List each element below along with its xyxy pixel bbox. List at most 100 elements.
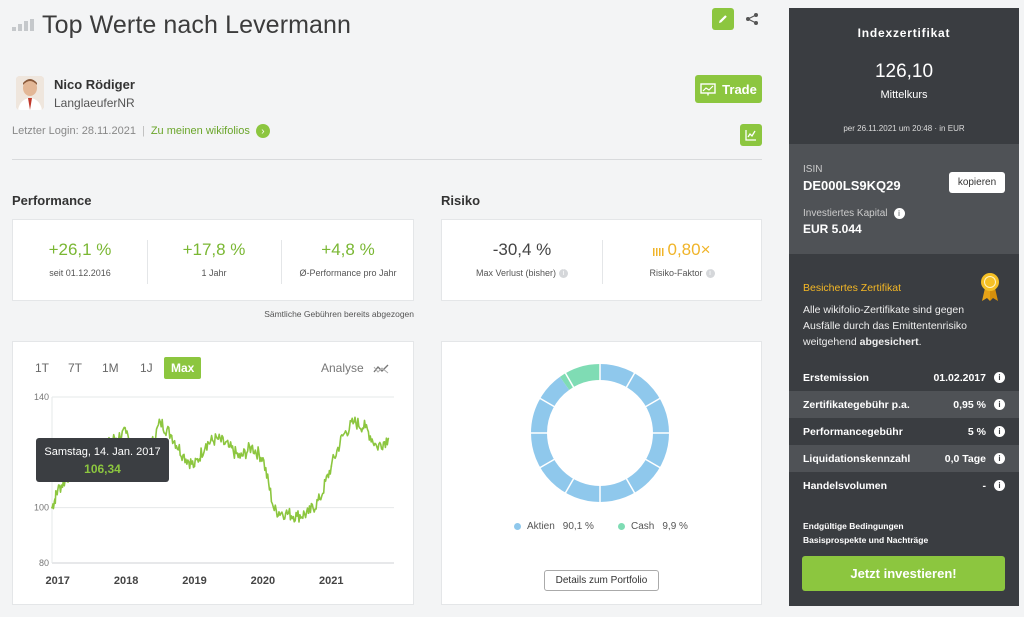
x-tick-label: 2021 (319, 575, 343, 587)
cert-text: Alle wikifolio-Zertifikate sind gegen Au… (803, 304, 967, 348)
kpi-value: +17,8 % (182, 240, 246, 259)
capital-value: EUR 5.044 (803, 222, 862, 236)
row-trading-volume: Handelsvolumen - i (789, 472, 1019, 499)
info-icon[interactable]: i (994, 426, 1005, 437)
document-links: Endgültige Bedingungen Basisprospekte un… (803, 519, 928, 547)
final-terms-link[interactable]: Endgültige Bedingungen (803, 521, 904, 531)
kpi-since-start: +26,1 % seit 01.12.2016 (13, 220, 147, 300)
login-row: Letzter Login: 28.11.2021 | Zu meinen wi… (12, 124, 270, 138)
range-tab-7t[interactable]: 7T (68, 361, 83, 375)
legend-name: Cash (631, 521, 655, 532)
donut-segment-gap (564, 372, 575, 389)
pencil-icon (719, 15, 727, 23)
y-tick-label: 140 (34, 392, 49, 402)
person-photo-icon (16, 76, 44, 110)
info-icon[interactable]: i (994, 453, 1005, 464)
info-icon[interactable]: i (893, 208, 905, 219)
trade-button[interactable]: Trade (695, 75, 762, 103)
tooltip-value: 106,34 (84, 462, 121, 476)
performance-line-chart[interactable]: 80 100 140 2017 2018 2019 2020 2021 (0, 380, 414, 592)
fees-note: Sämtliche Gebühren bereits abgezogen (264, 309, 414, 319)
row-erstemission: Erstemission 01.02.2017 i (789, 364, 1019, 391)
info-icon[interactable]: i (994, 480, 1005, 491)
cert-title: Besichertes Zertifikat (803, 282, 902, 294)
prospectus-link[interactable]: Basisprospekte und Nachträge (803, 535, 929, 545)
analyse-label: Analyse (321, 361, 364, 375)
page-title: Top Werte nach Levermann (42, 10, 352, 39)
range-tab-max[interactable]: Max (164, 357, 202, 379)
donut-segment-gap (539, 397, 556, 408)
share-icon (746, 13, 758, 25)
legend-aktien: Aktien 90,1 % (514, 521, 594, 532)
kpi-value: +26,1 % (48, 240, 112, 259)
chart-button[interactable] (740, 124, 762, 146)
data-point (307, 512, 310, 515)
data-point (387, 437, 390, 440)
kpi-value: +4,8 % (321, 240, 375, 259)
analyse-icon (373, 364, 389, 374)
data-point (273, 509, 276, 512)
arrow-right-icon[interactable]: › (255, 124, 270, 138)
range-tab-1j[interactable]: 1J (140, 361, 153, 375)
divider (12, 159, 762, 160)
donut-segment-gap (644, 397, 661, 408)
share-button[interactable] (742, 8, 762, 30)
kpi-one-year: +17,8 % 1 Jahr (147, 220, 281, 300)
kpi-label: Risiko-Faktor i (602, 268, 762, 279)
range-tab-1m[interactable]: 1M (102, 361, 119, 375)
row-key: Zertifikategebühr p.a. (803, 399, 910, 411)
invest-button[interactable]: Jetzt investieren! (802, 556, 1005, 591)
kpi-label: seit 01.12.2016 (49, 268, 111, 278)
donut-segment-gap (625, 372, 636, 389)
kpi-value: 0,80× (602, 240, 762, 260)
x-tick-label: 2019 (182, 575, 206, 587)
my-wikifolios-link[interactable]: Zu meinen wikifolios (150, 125, 250, 137)
info-icon[interactable]: i (994, 399, 1005, 410)
x-tick-label: 2018 (114, 575, 138, 587)
avatar[interactable] (16, 76, 44, 110)
info-icon[interactable]: i (705, 269, 715, 279)
data-point (319, 498, 321, 501)
author-name[interactable]: Nico Rödiger (54, 77, 135, 92)
certificate-sidebar: Indexzertifikat 126,10 Mittelkurs per 26… (789, 8, 1019, 606)
chart-tooltip: Samstag, 14. Jan. 2017 106,34 (36, 438, 169, 482)
bar-chart-icon (12, 19, 34, 31)
legend-value: 90,1 % (562, 521, 594, 532)
portfolio-details-button[interactable]: Details zum Portfolio (544, 570, 659, 591)
main-content: Top Werte nach Levermann Nico Rödiger La… (0, 8, 762, 605)
kpi-separator (147, 240, 148, 284)
row-value: 0,95 % (953, 399, 986, 411)
x-tick-label: 2020 (251, 575, 275, 587)
risk-bars-icon (653, 247, 664, 256)
aktien-dot (514, 523, 521, 530)
line-chart-icon (745, 130, 756, 141)
info-icon[interactable]: i (559, 269, 569, 279)
author-handle[interactable]: LanglaeuferNR (54, 96, 135, 110)
sidebar-heading: Indexzertifikat (857, 26, 951, 40)
donut-segment-gap (625, 477, 636, 494)
data-point (330, 465, 333, 468)
kpi-max-loss: -30,4 % Max Verlust (bisher) i (442, 220, 602, 300)
y-tick-label: 80 (39, 558, 49, 568)
edit-button[interactable] (712, 8, 734, 30)
range-tab-1t[interactable]: 1T (35, 361, 50, 375)
donut-slice-aktien[interactable] (531, 364, 669, 502)
tooltip-date: Samstag, 14. Jan. 2017 (44, 446, 161, 458)
trade-icon (700, 82, 716, 95)
portfolio-donut-chart[interactable] (526, 359, 674, 507)
legend-cash: Cash 9,9 % (618, 521, 688, 532)
copy-isin-button[interactable]: kopieren (949, 172, 1005, 193)
data-point (341, 434, 344, 437)
data-point (227, 445, 230, 448)
price-value: 126,10 (874, 61, 934, 82)
isin-panel: ISIN DE000LS9KQ29 kopieren Investiertes … (789, 144, 1019, 254)
analyse-button[interactable]: Analyse (321, 361, 389, 375)
x-tick-label: 2017 (45, 575, 69, 587)
donut-segment-gap (644, 458, 661, 469)
row-value: 5 % (967, 426, 986, 438)
performance-title: Performance (12, 193, 92, 208)
data-point (182, 454, 185, 456)
isin-value[interactable]: DE000LS9KQ29 (803, 178, 901, 193)
info-icon[interactable]: i (994, 372, 1005, 383)
isin-label: ISIN (803, 164, 823, 175)
